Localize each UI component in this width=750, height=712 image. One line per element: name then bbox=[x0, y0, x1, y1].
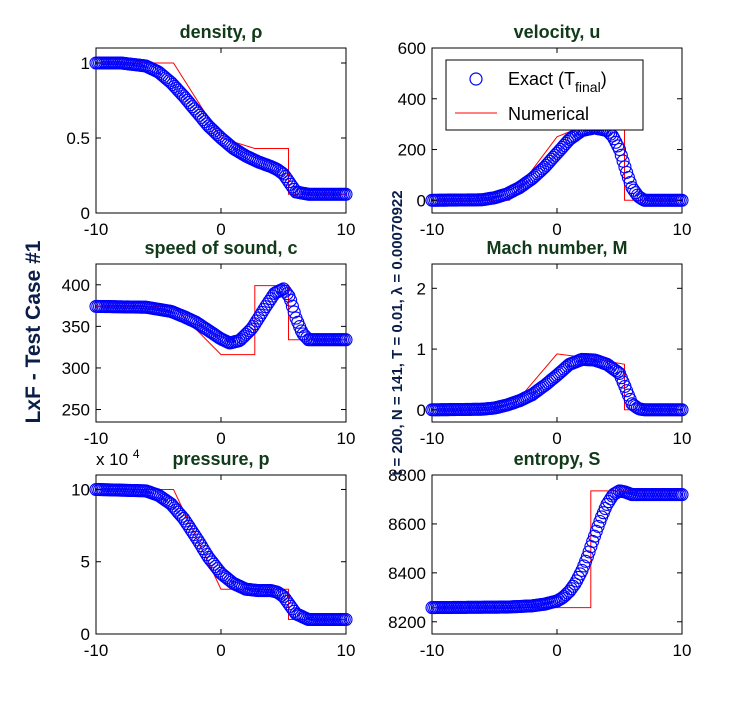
exact-point bbox=[207, 557, 221, 571]
numerical-line bbox=[96, 62, 346, 195]
panel-3: -10 0 10 250 300 350 400 speed of sound, c bbox=[62, 238, 356, 448]
y-tick-label: 1 bbox=[81, 54, 90, 73]
y-tick-label: 8200 bbox=[388, 613, 426, 632]
figure-ylabel: LxF - Test Case #1 bbox=[22, 240, 45, 423]
exact-point bbox=[239, 327, 253, 341]
y-tick-label: 400 bbox=[398, 90, 426, 109]
exact-point bbox=[205, 122, 219, 136]
y-multiplier: x 10 4 bbox=[96, 447, 140, 469]
exact-point bbox=[634, 191, 648, 205]
exact-point bbox=[284, 293, 298, 307]
x-tick-label: 10 bbox=[673, 429, 692, 448]
legend: Exact (Tfinal) Numerical bbox=[445, 59, 644, 131]
exact-point bbox=[675, 403, 689, 417]
y-tick-label: 0.5 bbox=[66, 129, 90, 148]
exact-point bbox=[612, 142, 627, 157]
y-tick-label: 2 bbox=[417, 279, 426, 298]
panel-title: velocity, u bbox=[514, 22, 601, 42]
exact-point bbox=[530, 167, 544, 181]
x-tick-label: -10 bbox=[84, 220, 109, 239]
x-tick-label: 0 bbox=[552, 429, 561, 448]
exact-point bbox=[280, 287, 294, 301]
plot-area bbox=[431, 263, 683, 423]
exact-point bbox=[162, 496, 176, 510]
y-tick-label: 350 bbox=[62, 317, 90, 336]
exact-point bbox=[339, 612, 353, 627]
exact-point bbox=[285, 299, 299, 313]
exact-point bbox=[235, 331, 249, 345]
y-tick-label: 0 bbox=[417, 191, 426, 210]
legend-numerical-label: Numerical bbox=[508, 104, 589, 124]
y-tick-label: 8600 bbox=[388, 515, 426, 534]
legend-exact-label: Exact (Tfinal) bbox=[508, 69, 607, 95]
params-label: t = 200, N = 141, T = 0.01, λ = 0.000709… bbox=[389, 190, 406, 475]
x-tick-label: 10 bbox=[337, 220, 356, 239]
plot-area bbox=[95, 474, 347, 635]
exact-point bbox=[527, 170, 541, 184]
x-tick-label: -10 bbox=[420, 220, 445, 239]
exact-point bbox=[555, 591, 569, 605]
x-tick-label: -10 bbox=[420, 429, 445, 448]
x-tick-label: 0 bbox=[216, 220, 225, 239]
y-tick-label: 0 bbox=[81, 625, 90, 644]
exact-point bbox=[203, 121, 217, 135]
panel-6: -10 0 10 8200 8400 8600 8800 entropy, S bbox=[388, 449, 691, 660]
y-tick-label: 8400 bbox=[388, 564, 426, 583]
y-tick-label: 8800 bbox=[388, 466, 426, 485]
y-tick-label: 5 bbox=[81, 553, 90, 572]
exact-point bbox=[237, 329, 251, 343]
y-tick-label: 0 bbox=[81, 204, 90, 223]
x-tick-label: 0 bbox=[552, 641, 561, 660]
x-tick-label: 0 bbox=[552, 220, 561, 239]
x-tick-label: 10 bbox=[673, 641, 692, 660]
y-tick-label: 300 bbox=[62, 359, 90, 378]
y-tick-label: 200 bbox=[398, 141, 426, 160]
exact-point bbox=[162, 74, 176, 88]
exact-point bbox=[203, 553, 217, 567]
y-tick-label: 400 bbox=[62, 276, 90, 295]
y-tick-label: 10 bbox=[71, 480, 90, 499]
exact-point bbox=[614, 148, 628, 162]
exact-point bbox=[534, 164, 548, 178]
x-tick-label: 0 bbox=[216, 641, 225, 660]
exact-point bbox=[529, 168, 543, 183]
exact-point bbox=[339, 187, 353, 201]
exact-point bbox=[675, 193, 689, 207]
numerical-line bbox=[96, 285, 346, 356]
exact-point bbox=[675, 488, 689, 502]
panel-4: -10 0 10 0 1 2 Mach number, M bbox=[417, 238, 692, 448]
y-tick-label: 1 bbox=[417, 340, 426, 359]
exact-point bbox=[243, 324, 257, 338]
exact-point bbox=[568, 577, 582, 591]
panel-title: Mach number, M bbox=[486, 238, 627, 258]
exact-point bbox=[234, 333, 248, 347]
x-tick-label: -10 bbox=[84, 641, 109, 660]
exact-point bbox=[629, 186, 643, 200]
x-tick-label: 0 bbox=[216, 429, 225, 448]
exact-point bbox=[623, 175, 637, 190]
exact-point bbox=[561, 586, 575, 600]
exact-point bbox=[339, 333, 353, 347]
x-tick-label: 10 bbox=[337, 641, 356, 660]
panel-title: speed of sound, c bbox=[144, 238, 297, 258]
legend-box bbox=[445, 59, 644, 131]
x-tick-label: -10 bbox=[420, 641, 445, 660]
y-tick-label: 600 bbox=[398, 39, 426, 58]
exact-point bbox=[207, 124, 221, 138]
x-tick-label: 10 bbox=[673, 220, 692, 239]
panel-title: density, ρ bbox=[180, 22, 263, 42]
exact-point bbox=[559, 136, 573, 150]
x-tick-label: -10 bbox=[84, 429, 109, 448]
panel-title: entropy, S bbox=[514, 449, 601, 469]
panel-title: pressure, p bbox=[172, 449, 269, 469]
exact-point bbox=[205, 555, 219, 569]
y-tick-label: 0 bbox=[417, 401, 426, 420]
x-tick-label: 10 bbox=[337, 429, 356, 448]
legend-exact-marker bbox=[469, 72, 483, 86]
y-tick-label: 250 bbox=[62, 401, 90, 420]
